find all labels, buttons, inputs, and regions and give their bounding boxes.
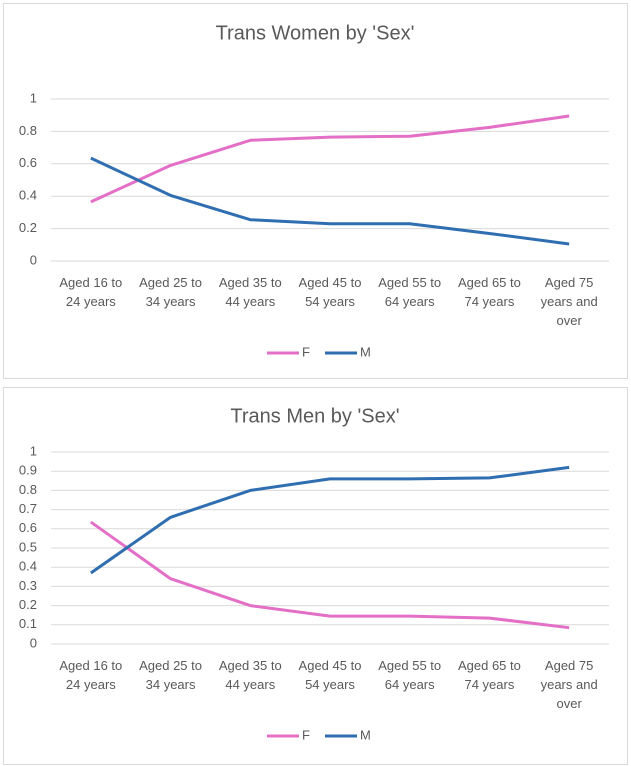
chart: Trans Women by 'Sex' 0 0.2 0.4 0.6 0.8 1 F M bbox=[19, 22, 609, 359]
x-tick-label: Aged 55 to 64 years bbox=[378, 275, 442, 309]
y-tick-label: 1 bbox=[30, 443, 37, 458]
y-tick-label: 0.8 bbox=[19, 482, 37, 497]
x-tick-label: Aged 25 to 34 years bbox=[139, 275, 202, 309]
y-tick-label: 0.2 bbox=[19, 597, 37, 612]
x-tick-label: Aged 16 to 24 years bbox=[59, 658, 123, 692]
y-tick-label: 0.6 bbox=[19, 520, 37, 535]
x-tick-label: Aged 45 to 54 years bbox=[298, 275, 362, 309]
y-tick-label: 0.3 bbox=[19, 578, 37, 593]
line-series bbox=[90, 114, 570, 204]
x-tick-label: Aged 35 to 44 years bbox=[218, 658, 282, 692]
y-tick-label: 0 bbox=[30, 635, 37, 650]
line-series bbox=[90, 156, 570, 246]
chart-box: Trans Women by 'Sex' 0 0.2 0.4 0.6 0.8 1 F M Aged… bbox=[3, 3, 628, 379]
x-tick-label: Aged 75 years and over bbox=[540, 658, 598, 711]
chart-title: Trans Men by 'Sex' bbox=[230, 405, 399, 427]
legend-label: F bbox=[302, 344, 310, 359]
y-tick-label: 0.6 bbox=[19, 155, 37, 170]
y-tick-label: 0.8 bbox=[19, 123, 37, 138]
legend-label: F bbox=[302, 727, 310, 742]
x-tick-label: Aged 25 to 34 years bbox=[139, 658, 202, 692]
y-tick-label: 0.4 bbox=[19, 188, 37, 203]
y-tick-label: 0.2 bbox=[19, 220, 37, 235]
x-tick-label: Aged 65 to 74 years bbox=[457, 275, 521, 309]
x-tick-label: Aged 55 to 64 years bbox=[378, 658, 442, 692]
x-tick-label: Aged 45 to 54 years bbox=[298, 658, 362, 692]
y-tick-label: 0.4 bbox=[19, 559, 37, 574]
x-tick-label: Aged 75 years and over bbox=[540, 275, 598, 328]
y-tick-label: 1 bbox=[30, 90, 37, 105]
chart-title: Trans Women by 'Sex' bbox=[216, 22, 415, 44]
y-tick-label: 0.9 bbox=[19, 463, 37, 478]
legend-label: M bbox=[360, 727, 371, 742]
y-tick-label: 0.7 bbox=[19, 501, 37, 516]
legend-label: M bbox=[360, 344, 371, 359]
line-series bbox=[89, 465, 570, 575]
y-tick-label: 0.5 bbox=[19, 539, 37, 554]
chart: Trans Men by 'Sex' 0 0.1 0.2 0.3 0.4 0.5 0.6 0.7… bbox=[19, 405, 609, 742]
y-tick-label: 0 bbox=[30, 252, 37, 267]
line-series bbox=[89, 520, 570, 630]
y-tick-label: 0.1 bbox=[19, 616, 37, 631]
x-tick-label: Aged 35 to 44 years bbox=[218, 275, 282, 309]
chart-box: Trans Men by 'Sex' 0 0.1 0.2 0.3 0.4 0.5 0.6 0.7… bbox=[3, 387, 628, 765]
x-tick-label: Aged 65 to 74 years bbox=[457, 658, 521, 692]
x-tick-label: Aged 16 to 24 years bbox=[59, 275, 123, 309]
